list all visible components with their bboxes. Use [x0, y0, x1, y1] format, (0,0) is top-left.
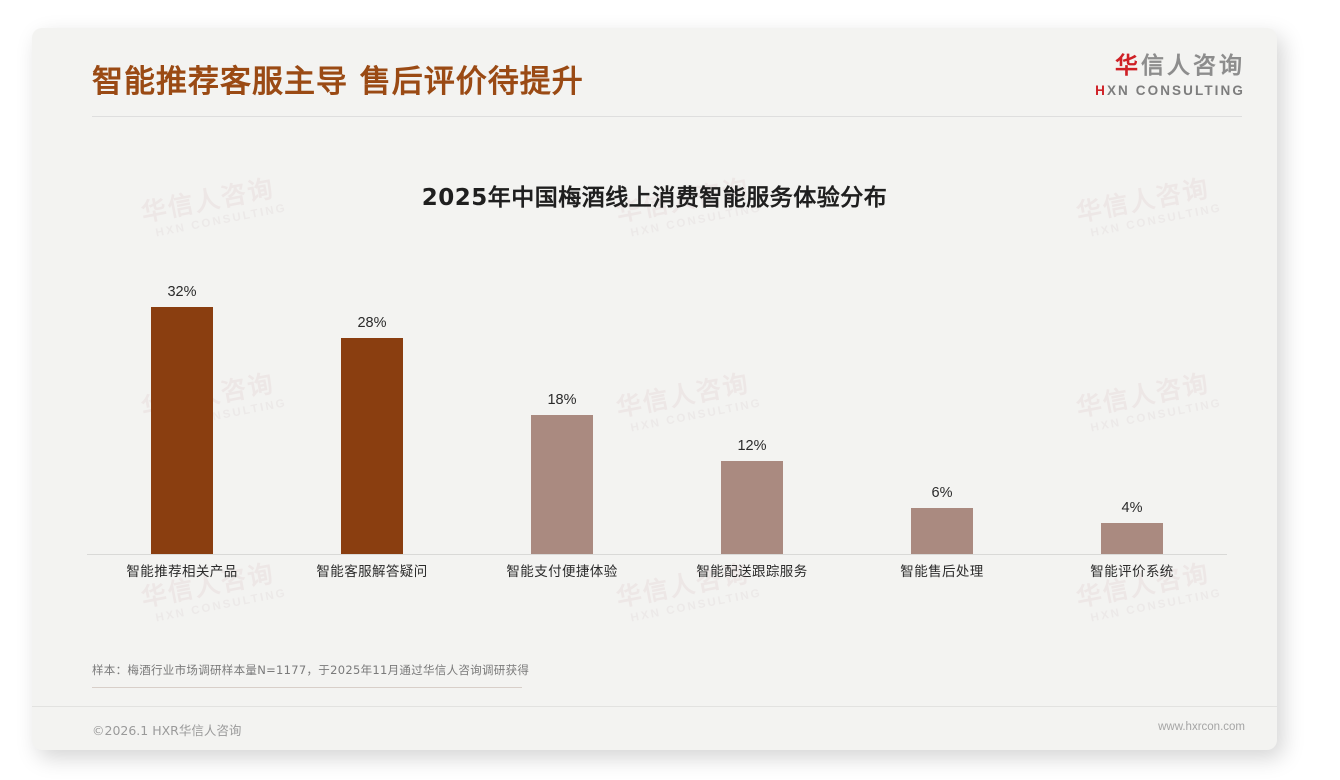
x-axis-tick-label: 智能评价系统: [1090, 564, 1174, 580]
footnote: 样本：梅酒行业市场调研样本量N=1177，于2025年11月通过华信人咨询调研获…: [92, 662, 1242, 688]
bar-rect[interactable]: [341, 338, 403, 554]
page-title: 智能推荐客服主导 售后评价待提升: [92, 64, 584, 100]
bar-item[interactable]: 18%: [467, 258, 657, 554]
bar-item[interactable]: 6%: [847, 258, 1037, 554]
footer-website: www.hxrcon.com: [1158, 721, 1245, 733]
x-axis-tick-label: 智能配送跟踪服务: [696, 564, 808, 580]
bar-rect[interactable]: [1101, 523, 1163, 554]
footnote-divider: [92, 687, 522, 688]
header-divider: [92, 116, 1242, 117]
bar-value-label: 4%: [1121, 500, 1143, 517]
brand-logo-en-red: H: [1095, 83, 1107, 99]
brand-logo-cn: 华信人咨询: [1095, 53, 1245, 79]
bar-series: 32% 28% 18% 12% 6% 4%: [87, 258, 1227, 554]
x-axis-tick-label: 智能推荐相关产品: [126, 564, 238, 580]
slide-card: 华信人咨询 HXN CONSULTING 华信人咨询 HXN CONSULTIN…: [32, 28, 1277, 750]
footer-divider: [32, 706, 1277, 707]
bar-value-label: 32%: [167, 284, 197, 301]
x-axis-tick-label: 智能客服解答疑问: [316, 564, 428, 580]
bar-item[interactable]: 4%: [1037, 258, 1227, 554]
slide-header: 智能推荐客服主导 售后评价待提升 华信人咨询 HXN CONSULTING: [32, 28, 1277, 118]
bar-value-label: 28%: [357, 315, 387, 331]
x-axis-line: [87, 554, 1227, 555]
bar-value-label: 12%: [737, 438, 767, 455]
bar-rect[interactable]: [531, 415, 593, 554]
bar-rect[interactable]: [721, 461, 783, 554]
bar-rect[interactable]: [911, 507, 973, 554]
x-axis-tick-label: 智能售后处理: [900, 564, 984, 580]
bar-value-label: 18%: [547, 392, 577, 409]
x-axis-tick-label: 智能支付便捷体验: [506, 564, 618, 580]
footnote-text: 样本：梅酒行业市场调研样本量N=1177，于2025年11月通过华信人咨询调研获…: [92, 663, 530, 677]
brand-logo: 华信人咨询 HXN CONSULTING: [1095, 53, 1245, 98]
chart-area: 2025年中国梅酒线上消费智能服务体验分布 32% 28% 18% 12% 6% 4% 智…: [32, 120, 1277, 640]
footer-copyright: ©2026.1 HXR华信人咨询: [92, 723, 242, 738]
bar-rect[interactable]: [151, 307, 213, 554]
bar-item[interactable]: 32%: [87, 258, 277, 554]
bar-item[interactable]: 28%: [277, 258, 467, 554]
brand-logo-cn-red: 华: [1115, 53, 1141, 79]
chart-title: 2025年中国梅酒线上消费智能服务体验分布: [421, 185, 888, 211]
brand-logo-en: HXN CONSULTING: [1095, 83, 1245, 98]
bar-value-label: 6%: [931, 484, 953, 501]
slide-footer: ©2026.1 HXR华信人咨询 www.hxrcon.com: [32, 706, 1277, 750]
bar-chart-plot: 32% 28% 18% 12% 6% 4% 智能推荐相关产品 智能客服解答疑问 智能支付便捷体…: [87, 220, 1227, 590]
brand-logo-en-rest: XN CONSULTING: [1106, 83, 1245, 99]
brand-logo-cn-rest: 信人咨询: [1141, 53, 1245, 79]
bar-item[interactable]: 12%: [657, 258, 847, 554]
x-axis-tick-labels: 智能推荐相关产品 智能客服解答疑问 智能支付便捷体验 智能配送跟踪服务 智能售后处理 智能…: [87, 560, 1227, 590]
